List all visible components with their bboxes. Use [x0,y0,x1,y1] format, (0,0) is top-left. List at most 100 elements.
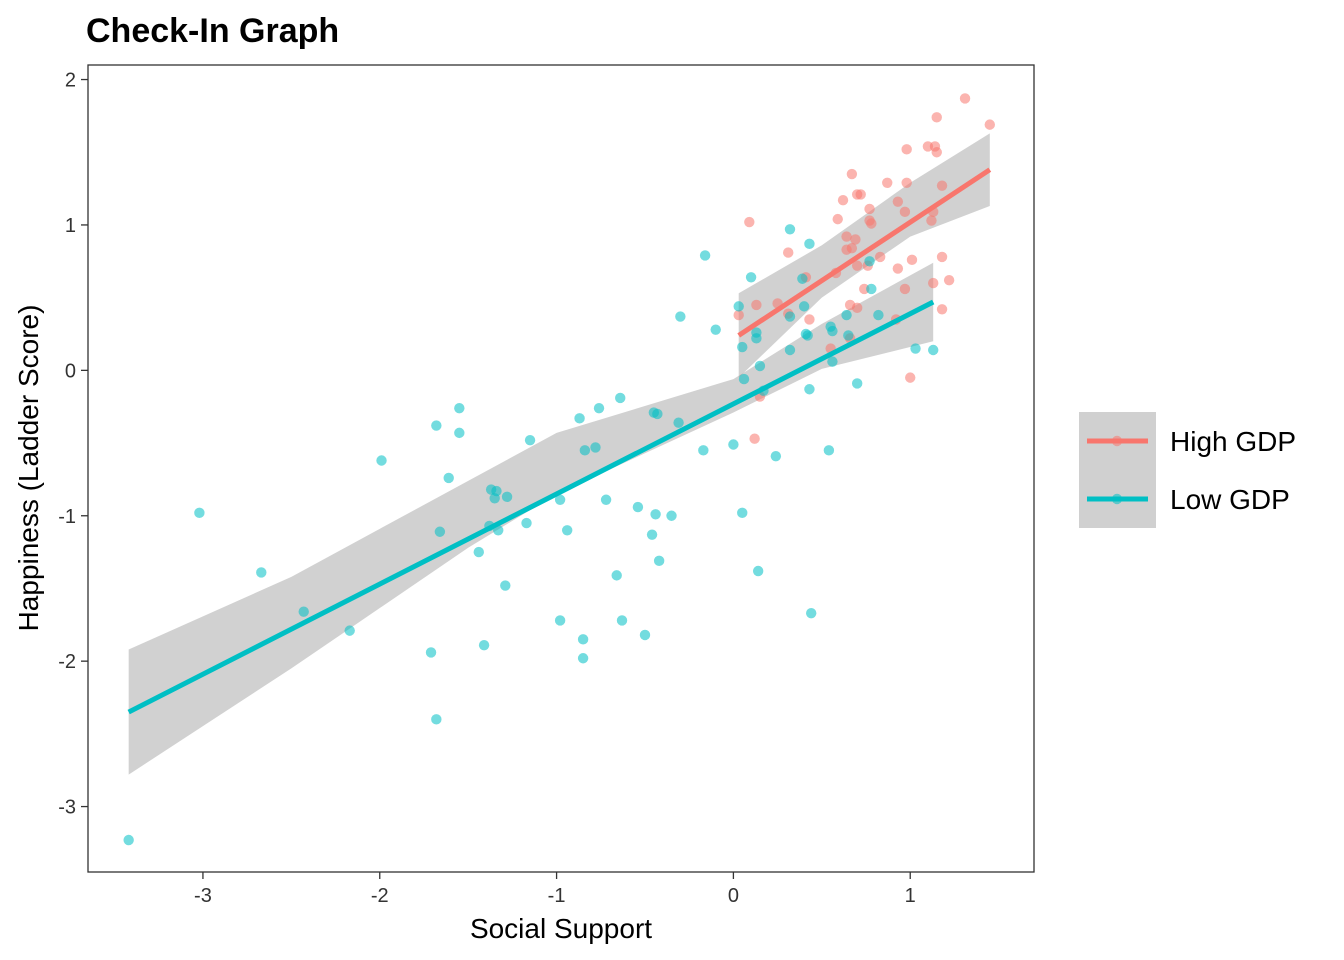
low-gdp-point [577,634,589,645]
high-gdp-point [837,195,849,206]
high-gdp-trend-line [737,167,992,338]
low-gdp-point [873,309,884,321]
low-gdp-point [646,529,658,540]
low-gdp-point [593,402,605,414]
low-gdp-point [841,309,852,321]
low-gdp-point [754,360,766,372]
low-gdp-point [675,311,686,322]
low-gdp-point [798,301,810,312]
legend-label-high-gdp: High GDP [1170,426,1296,457]
high-gdp-point [733,309,744,321]
low-gdp-point [443,472,454,484]
low-gdp-point [823,445,835,456]
low-gdp-point [806,607,817,619]
low-gdp-point [123,834,134,846]
low-gdp-point [928,344,939,356]
y-axis: -3 -2 -1 0 1 2 [58,70,88,819]
confidence-bands [128,133,990,775]
high-gdp-point [899,206,911,218]
chart-title: Check-In Graph [86,12,339,50]
high-gdp-point [928,277,939,289]
low-gdp-point [770,450,782,462]
low-gdp-point [652,408,663,420]
high-gdp-point [749,433,760,444]
y-tick-label: -2 [58,651,76,673]
low-gdp-point [478,639,490,651]
legend-point-high-gdp [1111,435,1123,447]
low-gdp-trend-line [127,299,935,715]
high-gdp-point [931,147,942,158]
low-gdp-point [590,442,601,453]
high-gdp-point [841,244,852,255]
y-axis-title: Happiness (Ladder Score) [13,305,44,632]
legend-point-low-gdp [1111,493,1123,505]
high-gdp-point [783,247,794,258]
low-gdp-point [632,501,644,513]
y-tick-label: 1 [65,215,76,237]
low-gdp-point [699,250,711,261]
high-gdp-point [906,254,918,266]
low-gdp-point [827,325,838,337]
low-gdp-point [784,344,796,356]
low-gdp-point [616,615,628,626]
y-tick-label: 0 [65,360,76,382]
legend: High GDP Low GDP [1079,412,1296,528]
low-gdp-point [851,378,863,389]
low-gdp-point [745,272,757,283]
x-tick-label: 0 [728,885,739,907]
low-gdp-point [797,273,808,284]
low-gdp-confidence-band [128,262,934,775]
high-gdp-point [901,177,912,188]
low-gdp-point [574,413,585,424]
low-gdp-point [737,341,748,353]
low-gdp-point [577,653,589,664]
low-gdp-point [501,491,513,503]
high-gdp-point [892,263,904,274]
high-gdp-point [882,177,893,188]
low-gdp-point [910,343,921,354]
low-gdp-point [473,546,484,558]
legend-label-low-gdp: Low GDP [1170,484,1290,515]
low-gdp-point [425,647,437,658]
high-gdp-point [846,168,858,180]
low-gdp-point [554,615,566,626]
low-gdp-point [524,434,536,446]
low-gdp-point [194,507,205,519]
low-gdp-point [344,625,355,636]
high-gdp-point [936,304,948,315]
low-gdp-point [784,311,796,322]
x-tick-label: 1 [905,885,916,907]
high-gdp-point [936,251,948,263]
high-gdp-point [874,251,886,263]
high-gdp-point [901,144,912,155]
low-gdp-point [376,455,387,466]
high-gdp-point [850,234,861,245]
low-gdp-point [733,301,744,312]
high-gdp-point [851,302,863,314]
high-gdp-point [855,189,866,200]
low-gdp-point [500,580,511,591]
low-gdp-point [431,420,442,431]
high-gdp-point [959,93,971,104]
low-gdp-point [827,356,838,367]
low-gdp-point [454,402,465,414]
x-tick-label: -2 [371,885,389,907]
high-gdp-point [866,218,877,229]
x-axis-title: Social Support [470,913,652,944]
low-gdp-point [653,555,665,567]
y-tick-label: -1 [58,506,76,528]
high-gdp-point [864,203,875,215]
low-gdp-point [728,439,739,450]
low-gdp-point [454,427,465,439]
low-gdp-point [611,570,622,581]
trend-lines [127,167,992,715]
low-gdp-point [298,606,309,617]
high-gdp-point [926,215,937,226]
low-gdp-point [600,494,612,505]
low-gdp-point [650,509,661,520]
low-gdp-point [866,283,877,295]
low-gdp-point [491,485,502,497]
low-gdp-point [752,565,764,577]
low-gdp-point [554,494,566,505]
